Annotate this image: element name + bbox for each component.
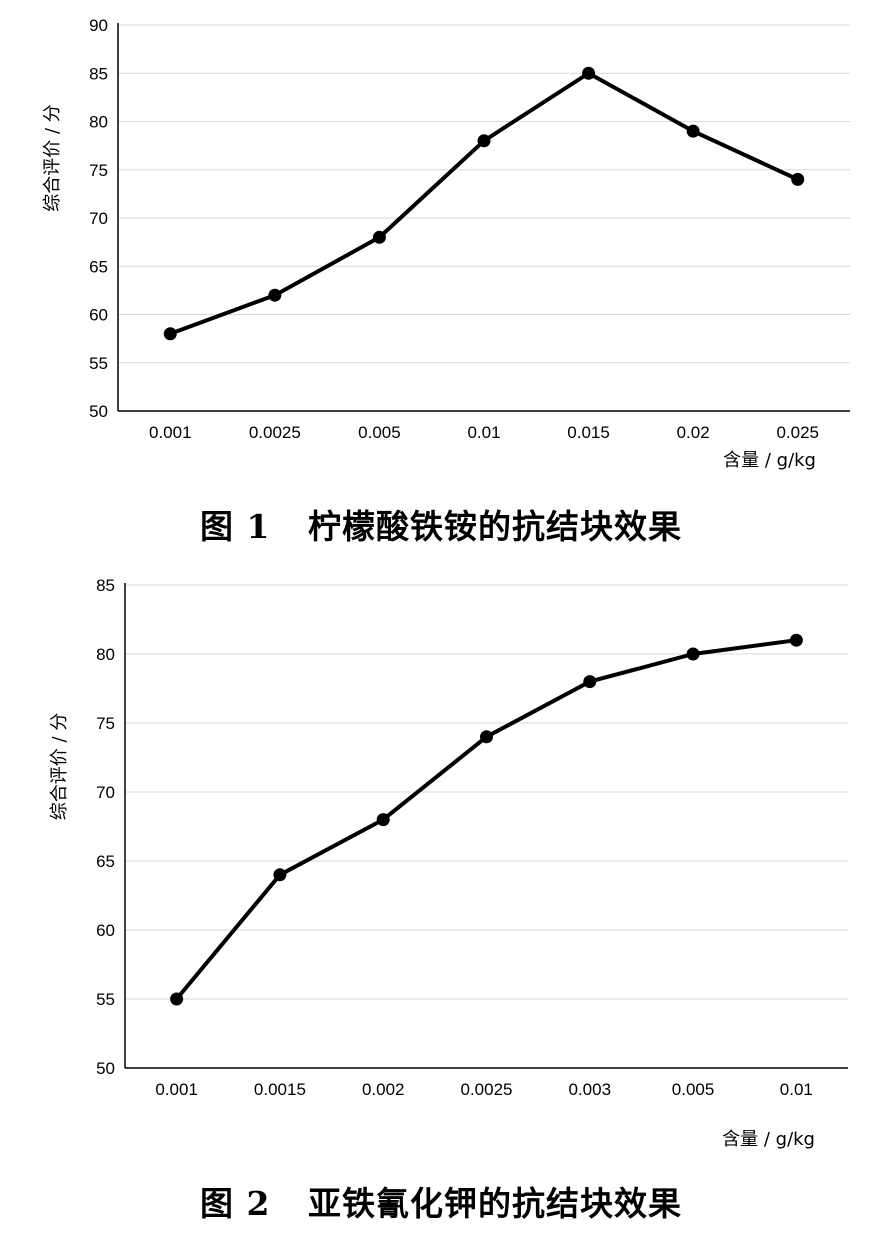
y-axis-label: 综合评价 / 分 (49, 713, 70, 821)
figure-2: 50 55 60 65 70 75 80 85 0.001 0.0015 0.002 0.0025 0.… (0, 565, 882, 1236)
x-tick-label: 0.0025 (461, 1080, 513, 1099)
x-tick-label: 0.0015 (254, 1080, 306, 1099)
data-point (477, 134, 491, 148)
data-point (686, 647, 700, 661)
x-tick-label: 0.001 (155, 1080, 198, 1099)
data-point (268, 288, 282, 302)
y-tick-label: 80 (96, 645, 115, 664)
y-tick-label: 75 (96, 714, 115, 733)
chart-2: 50 55 60 65 70 75 80 85 0.001 0.0015 0.002 0.0025 0.… (49, 576, 848, 1150)
series-line (169, 71, 799, 336)
x-tick-label: 0.005 (672, 1080, 715, 1099)
y-tick-label: 65 (89, 257, 108, 276)
series-line (175, 638, 797, 1001)
y-tick-label: 55 (89, 354, 108, 373)
x-tick-label: 0.015 (567, 423, 610, 442)
x-tick-label: 0.001 (149, 423, 192, 442)
y-tick-label: 65 (96, 852, 115, 871)
data-point (791, 172, 805, 186)
y-tick-label: 85 (96, 576, 115, 595)
y-tick-label: 85 (89, 64, 108, 83)
x-tick-label: 0.003 (569, 1080, 612, 1099)
y-tick-label: 55 (96, 990, 115, 1009)
x-axis-label: 含量 / g/kg (722, 1129, 815, 1150)
x-tick-label: 0.02 (677, 423, 710, 442)
data-point (583, 675, 597, 689)
y-tick-label: 60 (96, 921, 115, 940)
x-tick-label: 0.025 (776, 423, 819, 442)
data-point (582, 66, 596, 80)
data-point (686, 124, 700, 138)
y-tick-label: 90 (89, 16, 108, 35)
data-point (170, 992, 184, 1006)
data-point (480, 730, 493, 744)
x-tick-label: 0.002 (362, 1080, 405, 1099)
figure-1: 50 55 60 65 70 75 80 85 90 0.001 0.0025 0.005 0.01 0.… (0, 0, 882, 560)
data-point (376, 813, 390, 827)
data-point (372, 230, 386, 244)
chart-1: 50 55 60 65 70 75 80 85 90 0.001 0.0025 0.005 0.01 0.… (42, 16, 850, 471)
data-point (163, 327, 177, 341)
x-tick-label: 0.01 (467, 423, 500, 442)
figure-1-caption: 图 1 柠檬酸铁铵的抗结块效果 (200, 507, 682, 546)
data-point (789, 633, 803, 647)
y-tick-label: 75 (89, 161, 108, 180)
y-tick-label: 70 (89, 209, 108, 228)
y-tick-label: 50 (89, 402, 108, 421)
y-tick-label: 60 (89, 306, 108, 325)
x-tick-label: 0.01 (780, 1080, 813, 1099)
y-tick-label: 50 (96, 1059, 115, 1078)
y-axis-label: 综合评价 / 分 (42, 104, 63, 212)
data-point (273, 868, 287, 882)
y-tick-label: 80 (89, 113, 108, 132)
figure-2-caption: 图 2 亚铁氰化钾的抗结块效果 (200, 1184, 682, 1223)
x-axis-label: 含量 / g/kg (723, 450, 816, 471)
x-tick-label: 0.005 (358, 423, 401, 442)
y-tick-label: 70 (96, 783, 115, 802)
x-tick-label: 0.0025 (249, 423, 301, 442)
